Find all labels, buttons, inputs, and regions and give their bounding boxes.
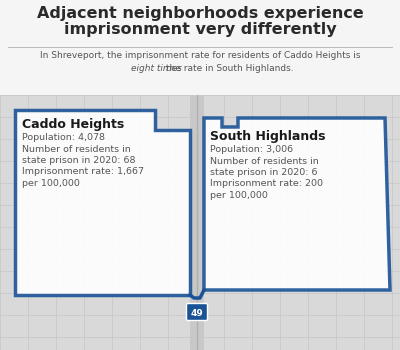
Bar (190, 95, 204, 350)
Text: Number of residents in
state prison in 2020: 68: Number of residents in state prison in 2… (22, 145, 136, 165)
Text: Population: 3,006: Population: 3,006 (210, 145, 293, 154)
Text: the rate in South Highlands.: the rate in South Highlands. (163, 64, 294, 73)
Text: 49: 49 (191, 308, 203, 317)
FancyBboxPatch shape (186, 303, 208, 321)
Text: Number of residents in
state prison in 2020: 6: Number of residents in state prison in 2… (210, 156, 319, 177)
Bar (0, 0, 400, 95)
Text: Imprisonment rate: 1,667
per 100,000: Imprisonment rate: 1,667 per 100,000 (22, 168, 144, 188)
Text: Population: 4,078: Population: 4,078 (22, 133, 105, 142)
Text: imprisonment very differently: imprisonment very differently (64, 22, 336, 37)
Text: Adjacent neighborhoods experience: Adjacent neighborhoods experience (37, 6, 363, 21)
Bar (0, 95, 400, 350)
Text: In Shreveport, the imprisonment rate for residents of Caddo Heights is: In Shreveport, the imprisonment rate for… (40, 51, 360, 60)
Polygon shape (15, 110, 190, 295)
Text: eight times: eight times (131, 64, 182, 73)
Text: Imprisonment rate: 200
per 100,000: Imprisonment rate: 200 per 100,000 (210, 180, 323, 200)
Text: South Highlands: South Highlands (210, 130, 326, 143)
Polygon shape (204, 118, 390, 290)
Text: Caddo Heights: Caddo Heights (22, 118, 124, 131)
